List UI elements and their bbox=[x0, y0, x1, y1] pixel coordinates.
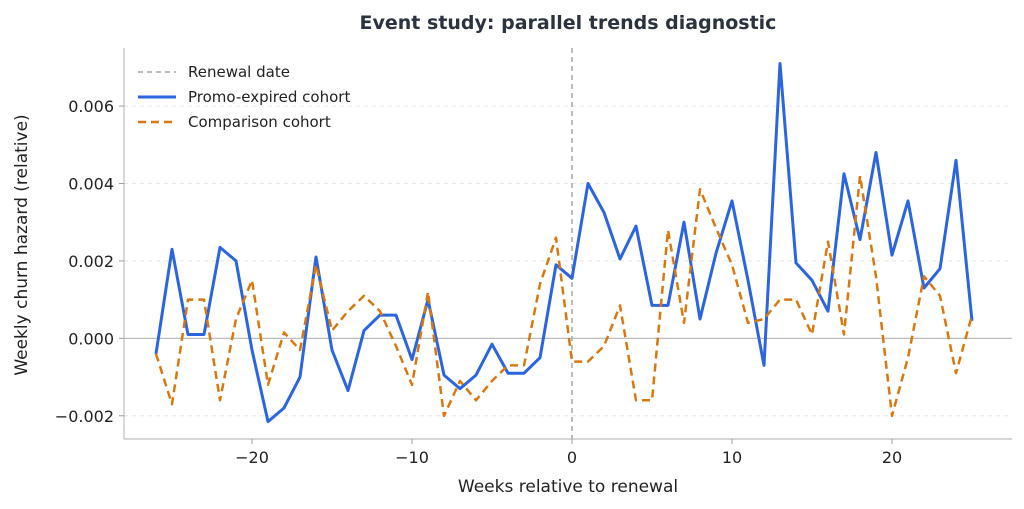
ticks: −20 −10 0 10 20 −0.002 0.000 0.002 0.004 0.006 bbox=[55, 97, 902, 467]
y-tick-label: −0.002 bbox=[55, 407, 114, 426]
x-tick-label: −10 bbox=[395, 448, 429, 467]
chart-title: Event study: parallel trends diagnostic bbox=[360, 12, 777, 34]
series-group bbox=[154, 62, 974, 424]
legend-label-promo-expired: Promo-expired cohort bbox=[188, 88, 350, 106]
reference-lines bbox=[124, 48, 1012, 439]
x-tick-label: 20 bbox=[882, 448, 902, 467]
y-tick-label: 0.000 bbox=[68, 329, 114, 348]
x-tick-label: 10 bbox=[722, 448, 742, 467]
y-axis-label: Weekly churn hazard (relative) bbox=[12, 114, 32, 375]
axes bbox=[123, 48, 1012, 440]
legend-label-comparison: Comparison cohort bbox=[188, 113, 331, 131]
x-tick-label: −20 bbox=[235, 448, 269, 467]
series-line-promo-expired bbox=[154, 62, 974, 424]
x-tick-label: 0 bbox=[567, 448, 577, 467]
legend-label-renewal-date: Renewal date bbox=[188, 63, 290, 81]
y-tick-label: 0.006 bbox=[68, 97, 114, 116]
legend: Renewal date Promo-expired cohort Compar… bbox=[138, 63, 350, 131]
series-line-comparison bbox=[154, 174, 974, 418]
x-axis-label: Weeks relative to renewal bbox=[458, 477, 678, 497]
y-tick-label: 0.002 bbox=[68, 252, 114, 271]
y-tick-label: 0.004 bbox=[68, 174, 114, 193]
